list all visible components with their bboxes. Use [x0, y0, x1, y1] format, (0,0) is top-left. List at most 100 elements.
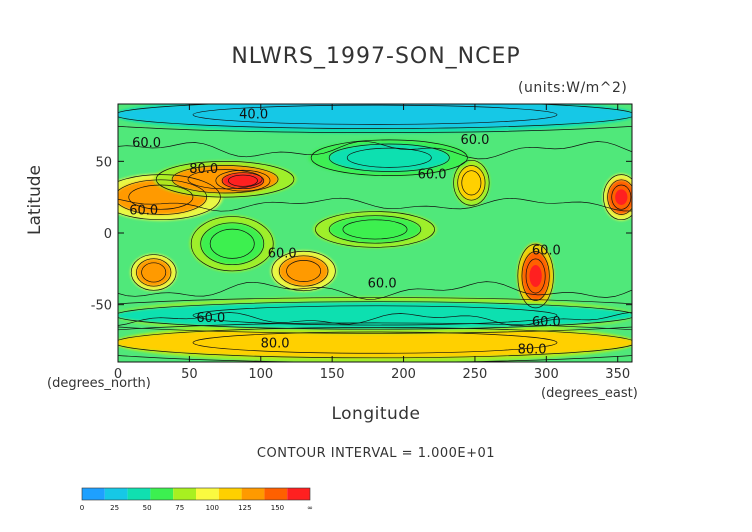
contour-line	[118, 179, 208, 215]
contour-line	[128, 184, 194, 210]
contour-line	[118, 322, 632, 362]
colorbar-swatch	[150, 488, 174, 500]
y-tick-label: 50	[95, 155, 112, 170]
contour-label: 80.0	[518, 342, 547, 357]
contour-line	[517, 243, 554, 309]
contour-line	[342, 219, 408, 240]
contour-line	[130, 254, 177, 291]
contour-line	[525, 258, 546, 294]
contour-line	[155, 161, 295, 198]
contour-line	[215, 169, 271, 192]
colorbar-swatch	[196, 488, 219, 500]
contour-line	[315, 211, 435, 248]
x-tick-label: 50	[181, 367, 198, 382]
y-tick-label: 0	[104, 227, 112, 242]
contour-label: 60.0	[129, 203, 158, 218]
x-tick-label: 300	[534, 367, 559, 382]
contour-line	[221, 172, 265, 190]
chart-title: NLWRS_1997-SON_NCEP	[231, 44, 521, 69]
contour-label: 80.0	[189, 162, 218, 177]
colorbar-swatch	[287, 488, 310, 500]
contour-line	[607, 179, 632, 215]
x-tick-label: 200	[391, 367, 416, 382]
x-tick-label: 350	[605, 367, 630, 382]
colorbar-swatch	[264, 488, 288, 500]
colorbar-tick-label: 150	[271, 504, 284, 512]
contour-label: 60.0	[460, 133, 489, 148]
x-tick-label: 250	[463, 367, 488, 382]
colorbar-tick-label: ∞	[307, 504, 313, 512]
units-label: (units:W/m^2)	[518, 80, 628, 96]
contour-line	[286, 260, 322, 282]
contour-line	[328, 143, 450, 172]
x-units-label: (degrees_east)	[541, 386, 638, 401]
colorbar-swatch	[82, 488, 105, 500]
contour-line	[611, 184, 632, 210]
contour-line	[118, 126, 632, 133]
contour-label: 80.0	[261, 337, 290, 352]
contour-line	[209, 228, 255, 259]
x-tick-label: 0	[114, 367, 122, 382]
contour-line	[118, 197, 632, 212]
contour-line	[192, 104, 558, 125]
colorbar-tick-label: 0	[80, 504, 84, 512]
colorbar-tick-label: 125	[238, 504, 251, 512]
contour-line	[192, 331, 558, 354]
contour-line	[603, 174, 632, 221]
colorbar: 0 25 50 75 100 125 150 ∞	[80, 487, 313, 512]
x-tick-label: 150	[320, 367, 345, 382]
contour-layer	[118, 104, 632, 362]
colorbar-tick-label: 25	[110, 504, 119, 512]
contour-label: 60.0	[532, 244, 561, 259]
contour-line	[192, 305, 558, 326]
contour-line	[118, 281, 632, 300]
contour-line	[521, 251, 550, 301]
field-region-core	[233, 177, 253, 185]
contour-line	[200, 222, 265, 266]
contour-label: 60.0	[268, 246, 297, 261]
colorbar-swatch	[241, 488, 265, 500]
contour-line	[136, 258, 172, 287]
contour-line	[118, 297, 632, 334]
y-tick-label: -50	[91, 299, 112, 314]
contour-interval-label: CONTOUR INTERVAL = 1.000E+01	[256, 446, 496, 461]
colorbar-tick-label: 75	[175, 504, 184, 512]
field-region	[118, 104, 632, 129]
contour-line	[461, 170, 482, 196]
contour-line	[190, 216, 274, 272]
colorbar-tick-label: 50	[143, 504, 152, 512]
contour-line	[118, 104, 632, 129]
x-axis-label: Longitude	[331, 404, 421, 424]
contour-line	[227, 174, 258, 187]
colorbar-swatch	[218, 488, 242, 500]
contour-line	[118, 140, 632, 160]
colorbar-frame	[81, 487, 311, 501]
contour-line	[346, 147, 432, 168]
contour-label: 60.0	[196, 311, 225, 326]
field-region-core	[529, 264, 542, 288]
contour-line	[278, 255, 329, 287]
contour-label: 60.0	[418, 168, 447, 183]
contour-line	[118, 301, 632, 330]
contour-line	[118, 327, 632, 359]
axis-ticks: 0 50 100 150 200 250 300 350 -50 0 50	[91, 104, 632, 382]
contour-line	[171, 165, 279, 194]
contour-line	[141, 262, 167, 283]
contour-label: 40.0	[239, 107, 268, 122]
x-tick-label: 100	[248, 367, 273, 382]
contour-labels: 40.0 60.0 60.0 80.0 60.0 60.0 60.0 60.0 60.0 60.0…	[129, 107, 561, 357]
colorbar-tick-label: 100	[206, 504, 219, 512]
field-region-core	[615, 189, 628, 205]
contour-line	[118, 311, 632, 326]
colorbar-swatch	[127, 488, 151, 500]
contour-line	[310, 139, 468, 176]
contour-label: 60.0	[132, 136, 161, 151]
contour-line	[457, 165, 486, 201]
contour-label: 60.0	[532, 315, 561, 330]
contour-label: 60.0	[368, 276, 397, 291]
contour-line	[271, 250, 336, 292]
y-units-label: (degrees_north)	[47, 376, 151, 391]
contour-line	[328, 215, 422, 244]
